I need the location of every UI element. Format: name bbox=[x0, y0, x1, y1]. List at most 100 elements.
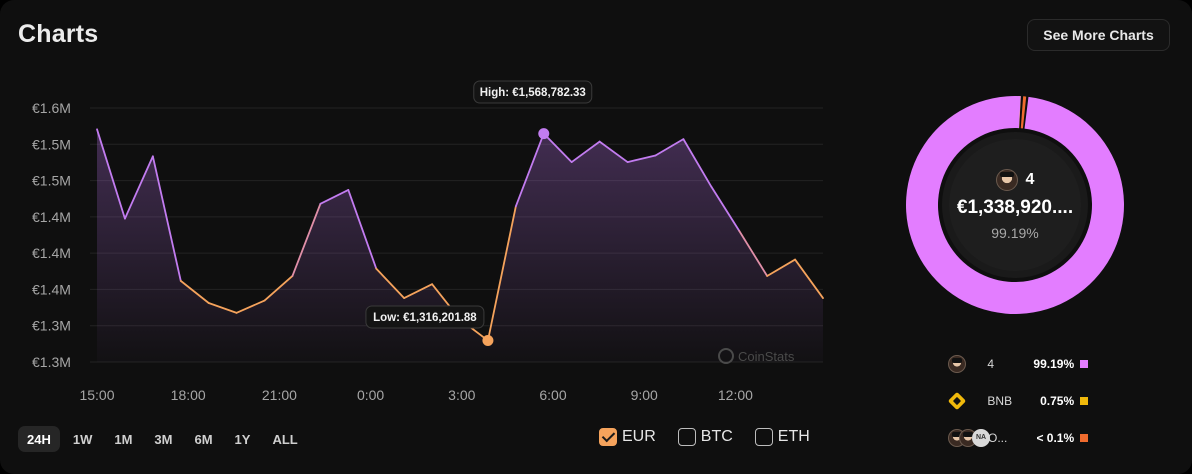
y-tick-label: €1.4M bbox=[32, 245, 71, 261]
x-tick-label: 21:00 bbox=[262, 387, 297, 403]
range-button-1m[interactable]: 1M bbox=[114, 431, 133, 447]
low-tooltip-box bbox=[365, 305, 485, 329]
chart-tooltips: High: €1,568,782.33 Low: €1,316,201.88 bbox=[365, 80, 593, 347]
y-tick-label: €1.4M bbox=[32, 209, 71, 225]
x-tick-label: 15:00 bbox=[79, 387, 114, 403]
line-segment bbox=[738, 230, 769, 277]
y-tick-label: €1.4M bbox=[32, 281, 71, 297]
legend-item[interactable]: 4 99.19% bbox=[948, 345, 1088, 382]
line-segment bbox=[794, 258, 824, 299]
currency-label: EUR bbox=[622, 428, 656, 445]
donut-holding-label: 4 bbox=[1025, 171, 1035, 188]
currency-option-eur[interactable]: EUR bbox=[599, 428, 656, 446]
legend-percent: 0.75% bbox=[1040, 393, 1075, 408]
line-segment bbox=[487, 205, 517, 342]
line-segment bbox=[151, 155, 182, 282]
checkbox-icon[interactable] bbox=[599, 428, 617, 446]
low-tooltip: Low: €1,316,201.88 bbox=[373, 312, 477, 324]
line-segment bbox=[291, 202, 322, 277]
line-segment bbox=[96, 128, 126, 220]
see-more-charts-button[interactable]: See More Charts bbox=[1027, 19, 1170, 51]
line-segment bbox=[347, 189, 378, 270]
range-button-all[interactable]: ALL bbox=[272, 431, 298, 447]
x-tick-label: 9:00 bbox=[631, 387, 658, 403]
range-button-24h[interactable]: 24H bbox=[18, 426, 60, 452]
line-segment bbox=[179, 279, 210, 304]
legend-item[interactable]: NA O... < 0.1% bbox=[948, 419, 1088, 456]
line-segment bbox=[598, 140, 629, 163]
donut-inner bbox=[949, 139, 1081, 271]
price-line-chart[interactable]: €1.6M €1.5M €1.5M €1.4M €1.4M €1.4M €1.3M €1.3M… bbox=[0, 0, 860, 420]
line-segment bbox=[710, 185, 741, 232]
legend-swatch bbox=[1080, 433, 1088, 442]
donut-percent: 99.19% bbox=[991, 225, 1039, 241]
range-button-6m[interactable]: 6M bbox=[194, 431, 213, 447]
allocation-donut[interactable] bbox=[900, 90, 1130, 320]
price-area bbox=[97, 129, 823, 362]
donut-segment-o[interactable] bbox=[1020, 96, 1027, 129]
high-tooltip: High: €1,568,782.33 bbox=[480, 87, 586, 99]
currency-selector: EUR BTC ETH bbox=[599, 428, 810, 446]
y-axis-labels: €1.6M €1.5M €1.5M €1.4M €1.4M €1.4M €1.3M €1.3M bbox=[32, 100, 71, 370]
avatar-icon bbox=[995, 169, 1018, 191]
range-button-1y[interactable]: 1Y bbox=[234, 431, 251, 447]
line-segment bbox=[682, 138, 713, 188]
line-segment bbox=[626, 154, 657, 163]
price-line bbox=[96, 128, 824, 342]
na-badge: NA bbox=[972, 428, 990, 447]
checkbox-icon[interactable] bbox=[677, 428, 696, 446]
line-segment bbox=[124, 155, 154, 220]
line-segment bbox=[654, 138, 685, 157]
donut-segment-main[interactable] bbox=[906, 95, 1124, 314]
currency-label: BTC bbox=[700, 428, 733, 445]
x-tick-label: 3:00 bbox=[448, 387, 475, 403]
x-tick-label: 18:00 bbox=[171, 387, 206, 403]
line-segment bbox=[263, 275, 294, 302]
line-segment bbox=[542, 132, 573, 163]
legend-name: O... bbox=[988, 430, 1008, 445]
y-tick-label: €1.3M bbox=[32, 318, 71, 334]
currency-option-btc[interactable]: BTC bbox=[677, 428, 733, 446]
currency-option-eth[interactable]: ETH bbox=[754, 428, 810, 446]
line-segment bbox=[570, 140, 601, 163]
x-axis-labels: 15:00 18:00 21:00 0:00 3:00 6:00 9:00 12:00 bbox=[79, 387, 753, 403]
line-segment bbox=[766, 258, 796, 277]
y-tick-label: €1.5M bbox=[32, 173, 71, 189]
legend-name: BNB bbox=[987, 393, 1013, 408]
page-title: Charts bbox=[18, 20, 99, 48]
watermark: CoinStats bbox=[718, 348, 795, 364]
x-tick-label: 12:00 bbox=[718, 387, 753, 403]
line-segment bbox=[207, 302, 238, 314]
legend-swatch bbox=[1080, 359, 1088, 368]
legend-item[interactable]: BNB 0.75% bbox=[947, 382, 1088, 419]
x-tick-label: 0:00 bbox=[357, 387, 384, 403]
legend-swatch bbox=[1080, 396, 1088, 405]
y-tick-label: €1.6M bbox=[32, 100, 71, 116]
donut-value: €1,338,920.... bbox=[956, 197, 1074, 218]
watermark-text: CoinStats bbox=[738, 349, 795, 364]
currency-label: ETH bbox=[777, 428, 810, 445]
avatar-icon bbox=[948, 354, 966, 373]
low-marker bbox=[482, 335, 494, 347]
line-segment bbox=[235, 299, 266, 314]
line-segment bbox=[403, 283, 433, 299]
range-button-1w[interactable]: 1W bbox=[72, 431, 93, 447]
donut-center: 4 €1,338,920.... 99.19% bbox=[945, 135, 1085, 275]
bnb-icon bbox=[947, 391, 967, 410]
range-button-3m[interactable]: 3M bbox=[154, 431, 173, 447]
line-segment bbox=[375, 267, 406, 299]
high-marker bbox=[538, 128, 550, 140]
checkbox-icon[interactable] bbox=[754, 428, 773, 446]
legend-name: 4 bbox=[987, 356, 995, 371]
high-tooltip-box bbox=[473, 80, 593, 104]
donut-legend: 4 99.19% BNB 0.75% NA O... < 0.1% bbox=[947, 345, 1088, 456]
time-range-selector: 24H 1W 1M 3M 6M 1Y ALL bbox=[18, 426, 307, 452]
y-tick-label: €1.3M bbox=[32, 354, 71, 370]
x-tick-label: 6:00 bbox=[539, 387, 566, 403]
legend-percent: 99.19% bbox=[1033, 356, 1075, 371]
line-segment bbox=[319, 189, 350, 205]
legend-percent: < 0.1% bbox=[1036, 430, 1075, 445]
y-tick-label: €1.5M bbox=[32, 136, 71, 152]
line-segment bbox=[514, 132, 545, 208]
